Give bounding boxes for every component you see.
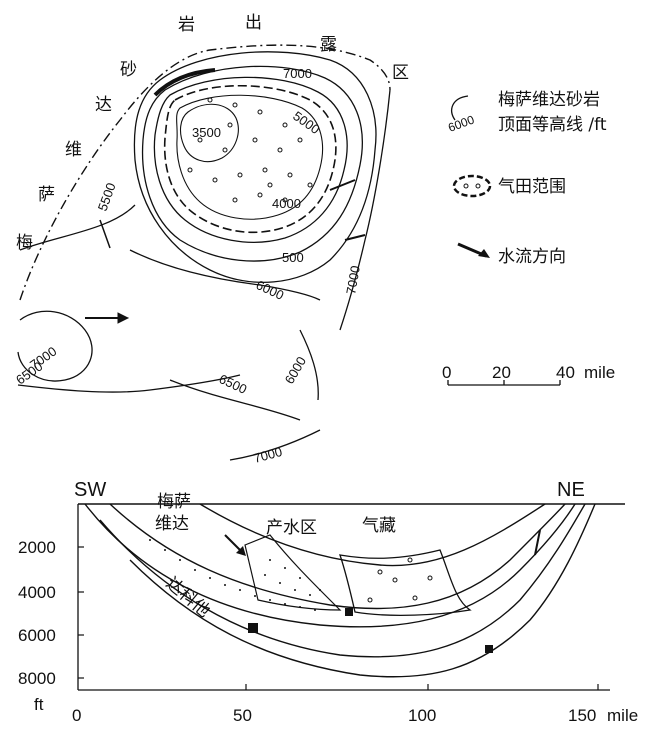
outcrop-char-8: 露 <box>320 35 337 55</box>
scale-unit: mile <box>584 363 615 382</box>
outcrop-char-6: 岩 <box>178 15 195 35</box>
outcrop-char-9: 区 <box>392 63 409 83</box>
contour-label-7000-right: 7000 <box>343 264 363 295</box>
outcrop-edge-thick <box>153 68 216 97</box>
contour-6000-mid <box>129 249 321 301</box>
scale-tick-20: 20 <box>492 363 511 382</box>
water-zone-outline <box>244 534 342 611</box>
x-tick-50: 50 <box>233 706 252 725</box>
cross-section: SW NE 梅萨 维达 产水区 气藏 达科他 2000 4000 6000 80… <box>18 479 638 725</box>
contour-7000-outer <box>133 51 377 283</box>
gas-field-boundary <box>163 84 337 234</box>
gas-well-dots <box>187 97 313 203</box>
x-unit: mile <box>607 706 638 725</box>
legend-water-flow-label: 水流方向 <box>498 247 566 267</box>
outcrop-char-4: 达 <box>95 95 112 115</box>
legend-contour-icon <box>451 95 469 121</box>
x-tick-100: 100 <box>408 706 436 725</box>
legend-contour-label-2: 顶面等高线 /ft <box>498 115 607 135</box>
contour-3500 <box>179 103 239 163</box>
outcrop-char-5: 砂 <box>120 60 137 80</box>
section-ne-label: NE <box>557 479 585 501</box>
y-tick-6000: 6000 <box>18 626 56 645</box>
outcrop-char-1: 梅 <box>16 233 33 253</box>
legend: 6000 梅萨维达砂岩 顶面等高线 /ft 气田范围 水流方向 <box>446 90 607 267</box>
legend-gas-field-icon <box>452 174 492 198</box>
section-sw-label: SW <box>74 479 106 501</box>
outcrop-boundary <box>19 44 391 301</box>
contour-5500 <box>19 204 136 251</box>
gas-reservoir-dots <box>367 557 433 603</box>
section-mesaverde-1: 梅萨 <box>157 492 191 512</box>
scale-tick-40: 40 <box>556 363 575 382</box>
scale-bar: 0 20 40 mile <box>442 363 615 386</box>
legend-gas-field-label: 气田范围 <box>498 177 566 197</box>
contour-4000 <box>176 94 324 220</box>
contour-label-7000-bottom: 7000 <box>252 444 284 466</box>
section-water-zone-label: 产水区 <box>266 518 317 538</box>
contour-label-5500: 5500 <box>95 181 119 213</box>
y-tick-2000: 2000 <box>18 538 56 557</box>
contour-label-6500-bottom: 6500 <box>217 371 250 397</box>
section-mesaverde-2: 维达 <box>155 514 189 534</box>
contour-6500-left <box>17 374 241 393</box>
legend-water-flow-icon <box>457 242 490 258</box>
contour-label-7000-top: 7000 <box>283 66 312 81</box>
contour-7000-right <box>339 89 391 331</box>
water-flow-arrows <box>85 179 366 324</box>
dakota-top <box>99 503 586 658</box>
y-tick-4000: 4000 <box>18 583 56 602</box>
contour-map: 梅 萨 维 达 砂 岩 出 露 区 3500 4000 5000 7000 55… <box>13 13 409 466</box>
contour-7000-bottom <box>229 429 321 461</box>
contour-label-5000: 5000 <box>290 108 322 137</box>
x-tick-150: 150 <box>568 706 596 725</box>
outcrop-char-2: 萨 <box>38 185 55 205</box>
scale-tick-0: 0 <box>442 363 451 382</box>
mesaverde-top <box>109 503 566 610</box>
outcrop-char-7: 出 <box>245 13 262 33</box>
outcrop-char-3: 维 <box>65 140 82 160</box>
y-unit: ft <box>34 695 44 714</box>
legend-contour-sample: 6000 <box>446 112 476 134</box>
contour-label-500: 500 <box>282 250 304 265</box>
mesaverde-base <box>84 503 576 628</box>
contour-label-4000: 4000 <box>272 196 301 211</box>
contour-left-oval <box>17 310 93 382</box>
contour-6000-bottom <box>299 329 319 401</box>
contour-5000 <box>153 76 348 243</box>
gas-reservoir-outline <box>339 549 472 616</box>
layer-top-upper <box>199 503 546 567</box>
legend-contour-label-1: 梅萨维达砂岩 <box>498 90 600 110</box>
y-tick-8000: 8000 <box>18 669 56 688</box>
contour-label-3500: 3500 <box>192 125 221 140</box>
contour-label-6000-bottom: 6000 <box>282 354 309 387</box>
section-flow-arrows <box>224 529 541 556</box>
x-tick-0: 0 <box>72 706 81 725</box>
contour-6000 <box>141 65 363 262</box>
section-gas-reservoir-label: 气藏 <box>362 516 396 536</box>
contact-marks <box>248 608 493 653</box>
dakota-base <box>129 503 596 678</box>
contour-6500-bottom <box>169 379 301 421</box>
